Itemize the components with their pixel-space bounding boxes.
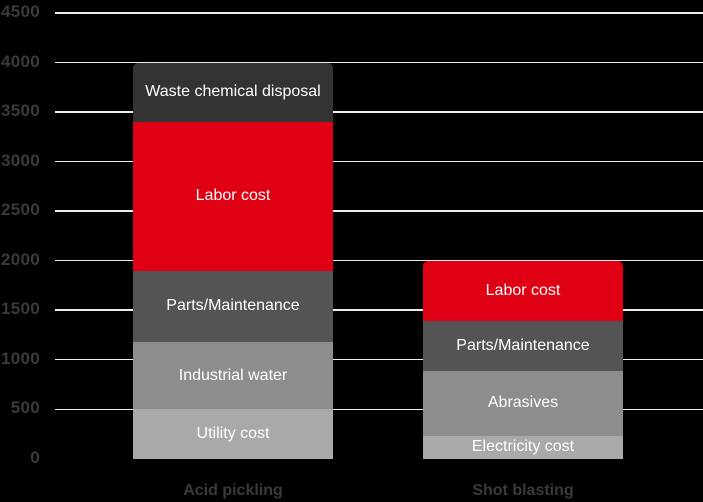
gridline-4500 <box>55 12 703 14</box>
segment-label-electricity-cost: Electricity cost <box>471 438 575 456</box>
segment-label-parts-maintenance: Parts/Maintenance <box>166 297 300 315</box>
bar-segment-acid-pickling-industrial-water: Industrial water <box>133 341 333 410</box>
gridline-3500 <box>55 111 703 113</box>
category-label-acid-pickling: Acid pickling <box>183 482 283 499</box>
gridline-500 <box>55 408 703 411</box>
segment-label-utility-cost: Utility cost <box>196 425 270 443</box>
y-tick-label-4000: 4000 <box>0 51 40 71</box>
segment-label-labor-cost: Labor cost <box>195 187 271 205</box>
segment-label-labor-cost: Labor cost <box>485 281 561 299</box>
y-tick-label-3500: 3500 <box>0 101 40 121</box>
y-tick-label-500: 500 <box>10 398 40 418</box>
gridline-1000 <box>55 358 703 361</box>
bar-segment-shot-blasting-electricity-cost: Electricity cost <box>423 436 623 459</box>
bar-segment-acid-pickling-utility-cost: Utility cost <box>133 409 333 459</box>
bar-segment-acid-pickling-parts-maintenance: Parts/Maintenance <box>133 270 333 342</box>
y-tick-label-1500: 1500 <box>0 299 40 319</box>
segment-label-abrasives: Abrasives <box>487 394 559 412</box>
y-tick-label-4500: 4500 <box>0 2 40 21</box>
bar-segment-shot-blasting-labor-cost: Labor cost <box>423 260 623 322</box>
category-label-shot-blasting: Shot blasting <box>472 482 574 499</box>
bar-segment-shot-blasting-abrasives: Abrasives <box>423 370 623 436</box>
gridline-3000 <box>55 160 703 163</box>
gridline-1500 <box>55 309 703 311</box>
segment-label-parts-maintenance: Parts/Maintenance <box>456 336 590 354</box>
segment-label-waste-chemical-disposal: Waste chemical disposal <box>145 83 321 101</box>
bar-segment-shot-blasting-parts-maintenance: Parts/Maintenance <box>423 321 623 371</box>
bar-segment-acid-pickling-waste-chemical-disposal: Waste chemical disposal <box>133 62 333 122</box>
y-tick-label-1000: 1000 <box>0 348 40 368</box>
y-tick-label-3000: 3000 <box>0 150 40 170</box>
gridline-4000 <box>55 61 703 64</box>
gridline-2500 <box>55 210 703 212</box>
y-tick-label-2500: 2500 <box>0 200 40 220</box>
y-tick-label-0: 0 <box>30 447 40 467</box>
gridline-2000 <box>55 259 703 262</box>
y-tick-label-2000: 2000 <box>0 249 40 269</box>
bar-segment-acid-pickling-labor-cost: Labor cost <box>133 121 333 271</box>
segment-label-industrial-water: Industrial water <box>178 366 288 384</box>
